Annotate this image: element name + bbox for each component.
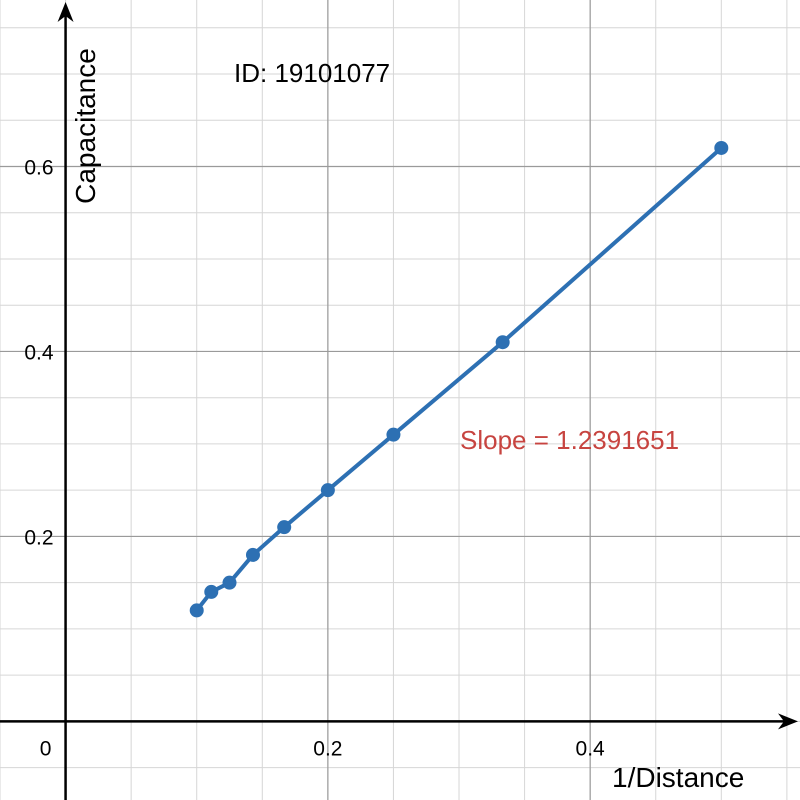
data-point <box>386 427 401 442</box>
tick-labels: 0.2 0.4 0.2 0.4 0.6 0 <box>24 156 605 760</box>
y-axis-label: Capacitance <box>70 48 101 204</box>
x-tick-label: 0.4 <box>576 737 606 760</box>
data-point <box>189 603 204 618</box>
x-axis-label: 1/Distance <box>612 762 745 793</box>
data-point <box>277 520 292 535</box>
y-axis-arrowhead <box>57 2 74 22</box>
origin-label: 0 <box>40 737 52 760</box>
y-tick-label: 0.2 <box>24 526 53 549</box>
chart-title: ID: 19101077 <box>234 58 391 88</box>
data-point <box>495 335 510 350</box>
data-series <box>189 140 729 618</box>
x-axis-arrowhead <box>778 713 798 730</box>
data-point <box>222 575 237 590</box>
slope-annotation: Slope = 1.2391651 <box>460 425 680 455</box>
y-tick-label: 0.6 <box>24 156 53 179</box>
data-point <box>714 140 729 155</box>
x-tick-label: 0.2 <box>313 737 342 760</box>
y-tick-label: 0.4 <box>24 341 54 364</box>
data-point <box>245 547 260 562</box>
data-point <box>204 584 219 599</box>
data-point <box>320 483 335 498</box>
